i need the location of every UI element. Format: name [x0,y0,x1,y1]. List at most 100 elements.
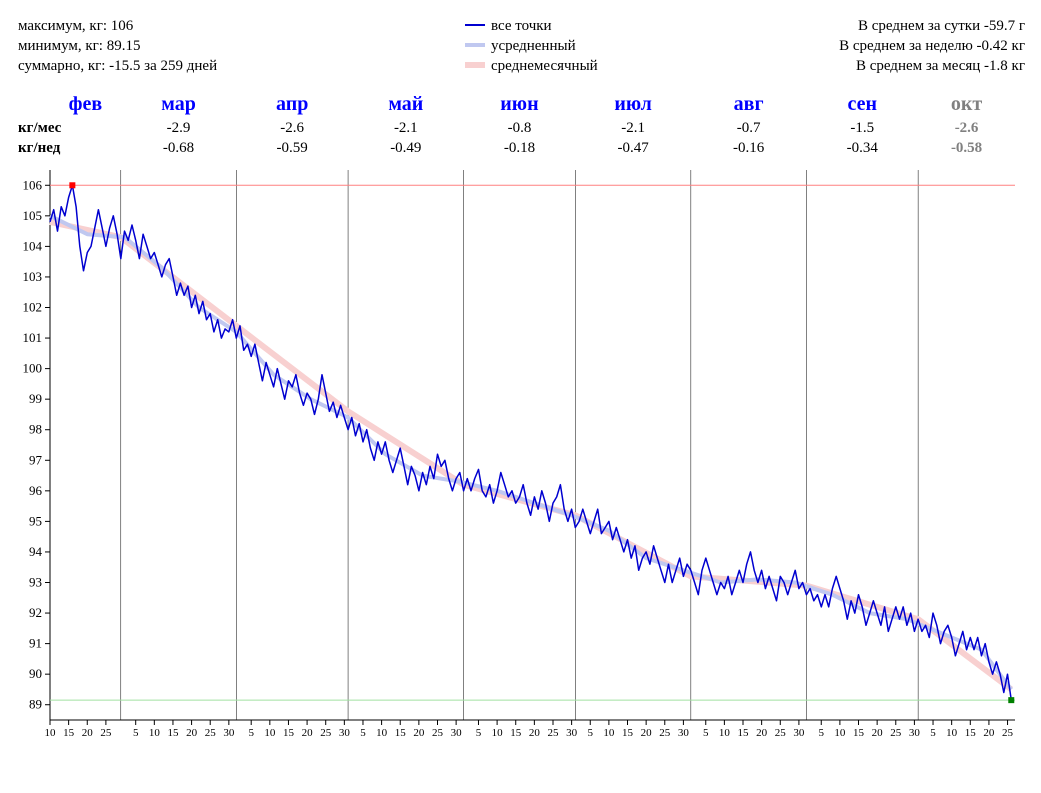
xlabel-181: 10 [719,727,731,739]
ylabel-89: 89 [29,697,42,712]
ylabel-104: 104 [23,238,43,253]
xlabel-232: 30 [909,727,921,739]
kg-mes-6: -0.7 [737,120,761,136]
kg-mes-8: -2.6 [955,120,979,136]
xlabel-54: 5 [248,727,254,739]
xlabel-247: 15 [965,727,977,739]
xlabel-115: 5 [476,727,482,739]
ylabel-98: 98 [29,422,42,437]
ylabel-101: 101 [23,330,43,345]
xlabel-191: 20 [756,727,768,739]
kg-ned-7: -0.34 [847,140,879,156]
weight-chart: максимум, кг: 106 минимум, кг: 89.15 сумма… [0,0,1041,793]
xlabel-222: 20 [872,727,884,739]
xlabel-242: 10 [946,727,958,739]
xlabel-74: 25 [320,727,332,739]
xlabel-99: 20 [413,727,425,739]
month-окт: окт [951,93,983,115]
xlabel-196: 25 [775,727,787,739]
xlabel-79: 30 [339,727,351,739]
ylabel-92: 92 [29,605,42,620]
row-kg-ned: кг/нед [18,140,61,156]
min-label: минимум, кг: 89.15 [18,38,140,54]
xlabel-48: 30 [223,727,235,739]
ylabel-95: 95 [29,513,42,528]
legend-all-points: все точки [491,18,552,34]
xlabel-135: 25 [547,727,559,739]
ylabel-105: 105 [23,208,43,223]
xlabel-145: 5 [588,727,594,739]
ylabel-90: 90 [29,666,42,681]
row-kg-mes: кг/мес [18,120,62,136]
xlabel-104: 25 [432,727,444,739]
xlabel-15: 25 [100,727,112,739]
kg-ned-3: -0.49 [390,140,421,156]
kg-mes-5: -2.1 [621,120,645,136]
xlabel-207: 5 [819,727,825,739]
ylabel-96: 96 [29,483,43,498]
xlabel-0: 10 [45,727,57,739]
xlabel-84: 5 [360,727,366,739]
legend-averaged: усредненный [491,38,576,54]
xlabel-212: 10 [834,727,846,739]
xlabel-170: 30 [678,727,690,739]
series-averaged [50,216,1011,690]
xlabel-150: 10 [603,727,615,739]
xlabel-140: 30 [566,727,578,739]
month-июл: июл [614,93,652,115]
kg-ned-2: -0.59 [277,140,308,156]
xlabel-69: 20 [302,727,314,739]
kg-ned-1: -0.68 [163,140,194,156]
xlabel-43: 25 [205,727,217,739]
avg-day: В среднем за сутки -59.7 г [858,18,1025,34]
xlabel-155: 15 [622,727,634,739]
kg-mes-2: -2.6 [280,120,304,136]
max-label: максимум, кг: 106 [18,18,134,34]
xlabel-201: 30 [793,727,805,739]
legend-monthly: среднемесячный [491,58,598,74]
ylabel-106: 106 [23,177,43,192]
month-мар: мар [161,93,196,115]
kg-mes-1: -2.9 [167,120,191,136]
xlabel-252: 20 [983,727,995,739]
ylabel-102: 102 [23,300,43,315]
xlabel-89: 10 [376,727,388,739]
kg-ned-6: -0.16 [733,140,765,156]
month-фев: фев [69,93,103,115]
kg-ned-4: -0.18 [504,140,535,156]
ylabel-91: 91 [29,636,42,651]
xlabel-160: 20 [641,727,653,739]
avg-week: В среднем за неделю -0.42 кг [839,38,1025,54]
xlabel-5: 15 [63,727,75,739]
series-all-points [50,185,1011,700]
xlabel-165: 25 [659,727,671,739]
month-апр: апр [276,93,308,115]
ylabel-94: 94 [29,544,43,559]
xlabel-23: 5 [133,727,139,739]
kg-mes-7: -1.5 [850,120,874,136]
xlabel-10: 20 [82,727,94,739]
min-marker-icon [1008,697,1014,703]
xlabel-257: 25 [1002,727,1014,739]
month-май: май [388,93,423,115]
xlabel-227: 25 [890,727,902,739]
ylabel-99: 99 [29,391,42,406]
max-marker-icon [69,182,75,188]
sum-label: суммарно, кг: -15.5 за 259 дней [18,58,217,74]
ylabel-93: 93 [29,575,42,590]
month-сен: сен [847,93,877,115]
month-авг: авг [734,93,764,115]
xlabel-59: 10 [264,727,276,739]
xlabel-94: 15 [395,727,407,739]
xlabel-237: 5 [930,727,936,739]
xlabel-109: 30 [451,727,463,739]
kg-mes-3: -2.1 [394,120,418,136]
kg-ned-8: -0.58 [951,140,982,156]
kg-ned-5: -0.47 [617,140,649,156]
xlabel-176: 5 [703,727,709,739]
xlabel-120: 10 [492,727,504,739]
ylabel-97: 97 [29,452,43,467]
xlabel-28: 10 [149,727,161,739]
xlabel-64: 15 [283,727,295,739]
avg-month: В среднем за месяц -1.8 кг [856,58,1025,74]
